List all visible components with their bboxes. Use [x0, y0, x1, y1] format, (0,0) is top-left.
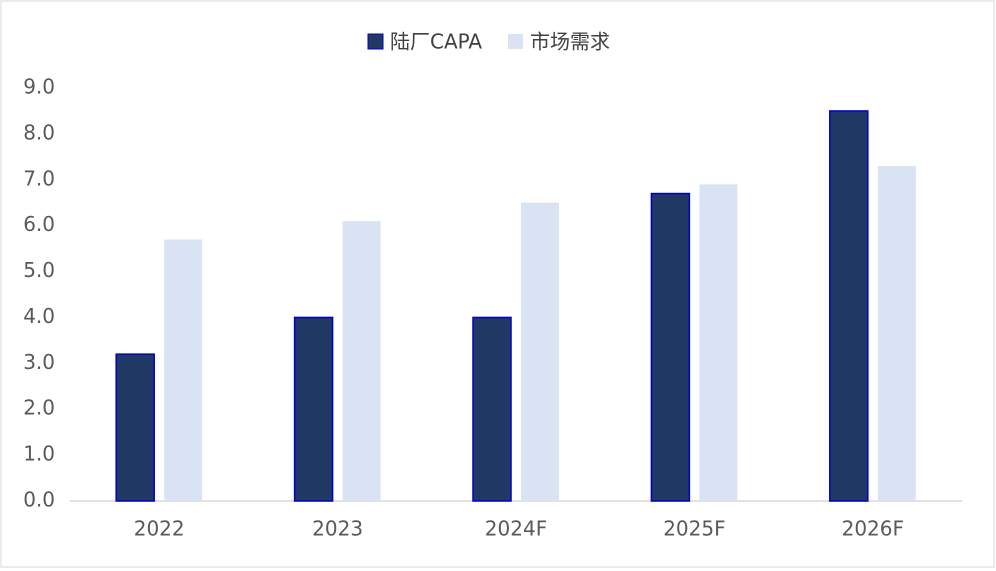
legend-swatch [367, 33, 384, 50]
legend-label: 市场需求 [530, 30, 610, 54]
x-tick-label: 2022 [134, 517, 185, 541]
y-tick-label: 1.0 [23, 442, 55, 466]
bar [829, 110, 869, 502]
bar [521, 202, 559, 501]
legend-label: 陆厂CAPA [390, 30, 482, 54]
y-tick-label: 8.0 [23, 120, 55, 144]
y-tick-label: 3.0 [23, 350, 55, 374]
bar [650, 192, 691, 502]
y-tick-label: 6.0 [23, 212, 55, 236]
y-tick-label: 4.0 [23, 304, 55, 328]
y-tick-label: 0.0 [23, 488, 55, 512]
bar [115, 353, 155, 502]
x-tick-label: 2023 [312, 517, 363, 541]
y-tick-label: 9.0 [23, 75, 55, 99]
bar [293, 316, 334, 502]
bar [877, 166, 916, 501]
bar [342, 221, 381, 502]
bar [164, 239, 203, 501]
bar [472, 316, 512, 502]
x-tick-label: 2024F [485, 517, 547, 541]
legend-swatch [508, 34, 523, 49]
bar [699, 184, 738, 501]
x-tick-label: 2026F [842, 517, 904, 541]
y-tick-label: 5.0 [23, 258, 55, 282]
y-tick-label: 2.0 [23, 396, 55, 420]
x-tick-label: 2025F [663, 517, 725, 541]
y-tick-label: 7.0 [23, 166, 55, 190]
